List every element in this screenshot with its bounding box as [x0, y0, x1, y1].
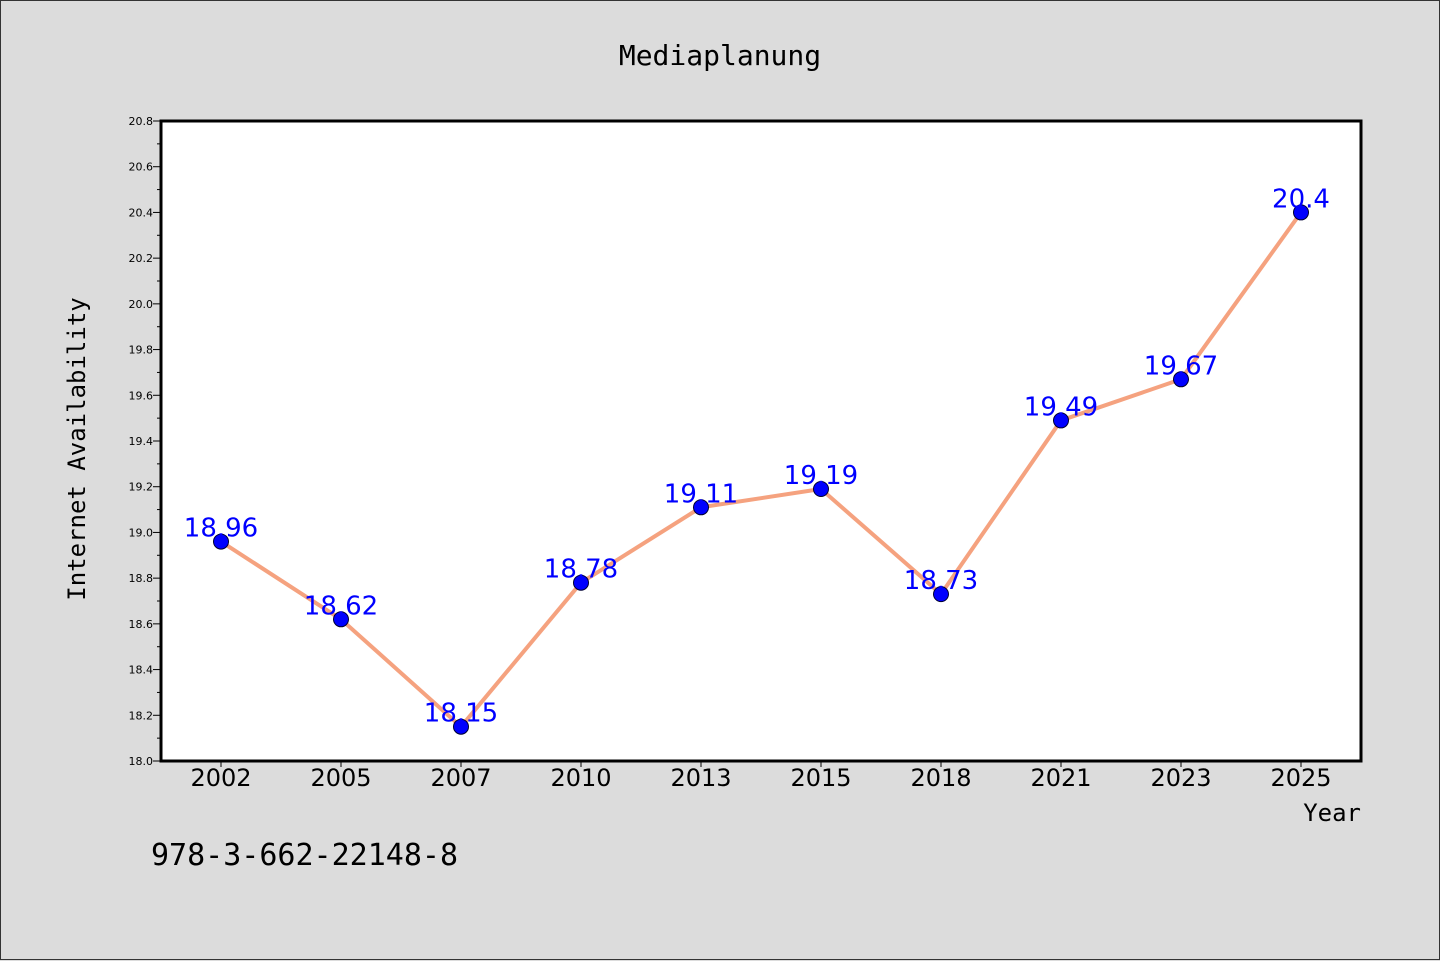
data-point: [1053, 412, 1069, 429]
data-label: 19.11: [664, 479, 738, 509]
x-tick-label: 2013: [670, 764, 731, 792]
series-line: [219, 211, 1303, 729]
y-tick-label: 19.4: [129, 435, 154, 448]
y-tick-label: 19.0: [129, 526, 154, 539]
x-tick-label: 2018: [910, 764, 971, 792]
y-tick-label: 18.2: [129, 709, 154, 722]
data-point: [813, 481, 829, 497]
data-label: 20.4: [1272, 184, 1330, 214]
x-tick-label: 2010: [550, 764, 611, 792]
chart-title: Mediaplanung: [619, 39, 821, 72]
data-point: [1293, 204, 1309, 221]
data-point: [933, 586, 949, 603]
y-tick-label: 19.8: [129, 344, 154, 357]
data-point: [1173, 371, 1189, 388]
data-point: [453, 718, 469, 735]
y-tick-label: 18.8: [129, 572, 154, 585]
data-label: 19.67: [1144, 351, 1218, 381]
y-tick-label: 20.4: [129, 206, 154, 219]
x-tick-label: 2005: [310, 764, 371, 792]
data-point: [333, 611, 349, 628]
data-label: 18.15: [424, 699, 498, 729]
x-tick-label: 2021: [1030, 764, 1091, 792]
y-tick-label: 20.8: [129, 115, 154, 128]
y-tick-label: 20.2: [129, 252, 154, 265]
data-label: 18.73: [904, 566, 978, 596]
data-label: 19.49: [1024, 392, 1098, 422]
y-tick-label: 20.0: [129, 298, 154, 311]
y-tick-label: 18.4: [129, 664, 154, 677]
x-axis-label: Year: [1303, 799, 1361, 827]
data-label: 18.62: [304, 591, 378, 621]
x-axis: 2002 2005 2007 2010 2013 2015 2018 2021 2023 2025: [190, 761, 1332, 792]
y-tick-label: 20.6: [129, 161, 154, 174]
y-tick-label: 19.2: [129, 481, 154, 494]
data-label: 19.19: [784, 461, 858, 491]
data-label: 18.78: [544, 555, 618, 585]
x-tick-label: 2015: [790, 764, 851, 792]
data-point: [573, 574, 589, 591]
y-axis-label: Internet Availability: [63, 297, 91, 600]
y-tick-label: 18.6: [129, 618, 154, 631]
data-point: [213, 533, 229, 550]
data-point: [693, 499, 709, 516]
x-tick-label: 2002: [190, 764, 251, 792]
y-tick-label: 19.6: [129, 389, 154, 402]
series-line-group: [219, 211, 1303, 729]
x-tick-label: 2025: [1270, 764, 1331, 792]
x-tick-label: 2023: [1150, 764, 1211, 792]
y-axis: 18.0 18.2 18.4 18.6 18.8 19.0 19.2 19.4 19.6 19.8…: [129, 115, 161, 768]
data-markers: [213, 204, 1309, 735]
plot-area: [159, 119, 1363, 763]
footer-text: 978-3-662-22148-8: [151, 838, 458, 873]
y-tick-label: 18.0: [129, 755, 154, 768]
data-labels: 18.96 18.62 18.15 18.78 19.11 19.19 18.73 19.49…: [184, 184, 1330, 728]
x-tick-label: 2007: [430, 764, 491, 792]
data-label: 18.96: [184, 514, 258, 544]
